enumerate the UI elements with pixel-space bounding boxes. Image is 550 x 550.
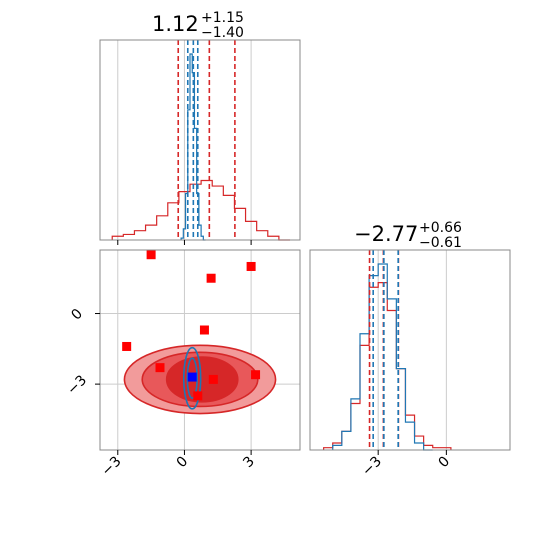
x-marginal-histogram-series-2 xyxy=(180,53,206,241)
x-marginal-title-lower-error: −1.40 xyxy=(201,25,244,41)
y-marginal-grid xyxy=(377,250,447,450)
y-marginal-tick-marks xyxy=(377,450,447,455)
joint-y-tick-label: −3 xyxy=(64,372,90,398)
red-square-marker xyxy=(155,363,165,373)
x-marginal-grid xyxy=(117,40,252,240)
x-marginal-histogram-panel: 1.12 +1.15 −1.40 xyxy=(99,10,301,245)
joint-x-tick-label: 0 xyxy=(174,454,192,472)
blue-contour-level-2 xyxy=(186,357,198,400)
y-marginal-histogram-series-2 xyxy=(332,263,433,451)
joint-frame xyxy=(99,249,301,451)
red-square-marker xyxy=(206,273,216,283)
x-marginal-histogram-series-1 xyxy=(111,179,290,241)
red-square-marker xyxy=(199,325,209,335)
x-marginal-title-value: 1.12 xyxy=(152,12,199,36)
joint-x-tick-label: −3 xyxy=(99,454,125,480)
red-square-marker xyxy=(193,391,203,401)
joint-x-tick-label: 3 xyxy=(240,454,258,472)
y-marginal-x-tick-label: 0 xyxy=(436,454,454,472)
y-marginal-histogram-series-1 xyxy=(323,282,452,450)
red-square-marker xyxy=(122,341,132,351)
y-marginal-histograms xyxy=(323,263,452,451)
red-square-marker xyxy=(208,374,218,384)
x-marginal-title-upper-error: +1.15 xyxy=(201,10,244,26)
joint-x-tick-labels: −3 0 3 xyxy=(99,454,258,480)
y-marginal-x-tick-label: −3 xyxy=(359,454,385,480)
joint-scatter-panel: −3 0 3 0 −3 xyxy=(64,249,301,480)
y-marginal-quantile-lines xyxy=(368,250,400,450)
joint-tick-marks xyxy=(95,313,252,455)
joint-markers xyxy=(122,250,261,401)
x-marginal-frame xyxy=(99,39,301,241)
y-marginal-title-value: −2.77 xyxy=(354,222,418,246)
x-marginal-histograms xyxy=(111,53,290,241)
y-marginal-histogram-panel: −3 0 −2.77 +0.66 −0.61 xyxy=(309,220,511,480)
blue-density-contours xyxy=(182,346,202,410)
y-marginal-title-lower-error: −0.61 xyxy=(419,235,462,251)
blue-contour-level-1 xyxy=(182,346,202,410)
joint-y-tick-label: 0 xyxy=(68,306,86,324)
x-marginal-tick-marks xyxy=(117,240,252,245)
y-marginal-frame xyxy=(309,249,511,451)
red-square-marker xyxy=(251,370,261,380)
blue-square-marker xyxy=(187,372,197,382)
red-square-marker xyxy=(246,261,256,271)
y-marginal-title-upper-error: +0.66 xyxy=(419,220,462,236)
red-square-marker xyxy=(146,250,156,260)
joint-y-tick-labels: 0 −3 xyxy=(64,306,90,398)
x-marginal-quantile-lines xyxy=(177,40,236,240)
y-marginal-x-tick-labels: −3 0 xyxy=(359,454,453,480)
